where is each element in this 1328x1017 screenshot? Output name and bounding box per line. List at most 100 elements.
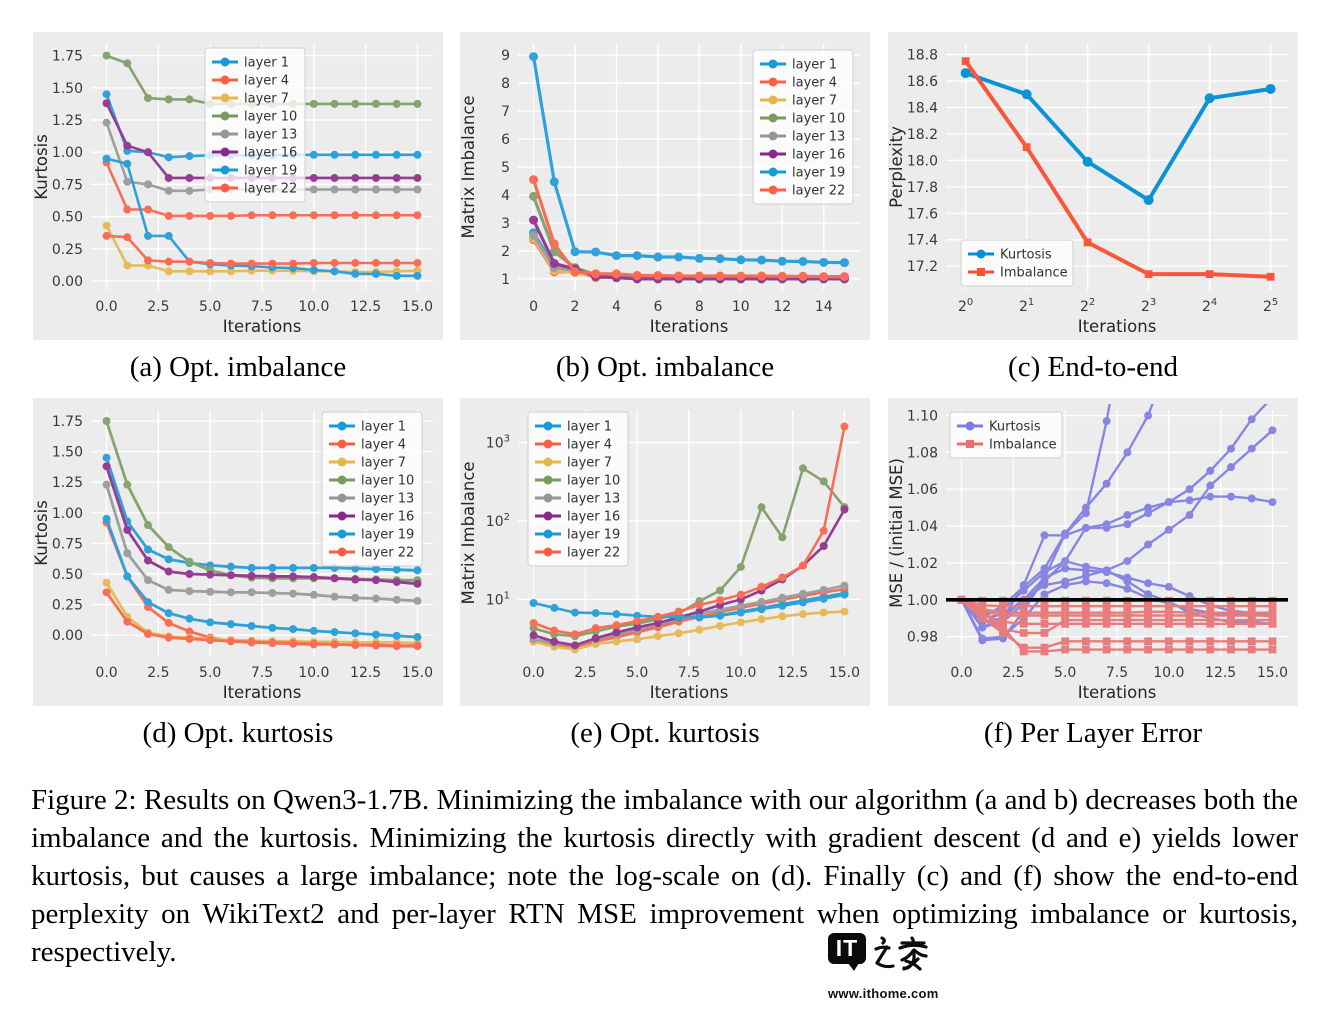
chart-panel-a: 0.0 2.5 5.0 7.5 10.0 12.5 15.0 0.00 0.25 0.50 0.75… <box>33 32 443 340</box>
svg-text:layer 4: layer 4 <box>244 74 289 89</box>
svg-text:layer 19: layer 19 <box>361 528 414 543</box>
svg-text:18.8: 18.8 <box>907 48 938 64</box>
svg-text:1.02: 1.02 <box>907 556 938 572</box>
svg-text:2.5: 2.5 <box>1002 665 1024 681</box>
svg-text:10.0: 10.0 <box>1153 665 1184 681</box>
svg-text:18.6: 18.6 <box>907 74 938 90</box>
subcaption-f: (f) Per Layer Error <box>983 717 1203 749</box>
chart-panel-d: 0.0 2.5 5.0 7.5 10.0 12.5 15.0 0.00 0.25 0.50 0.75… <box>33 398 443 706</box>
svg-text:1.06: 1.06 <box>907 482 938 498</box>
subcaption-a: (a) Opt. imbalance <box>129 351 347 383</box>
ithome-logo-square: IT <box>828 933 866 971</box>
svg-text:15.0: 15.0 <box>829 665 860 681</box>
svg-text:8: 8 <box>695 299 704 315</box>
svg-text:101: 101 <box>486 590 510 608</box>
svg-text:Iterations: Iterations <box>650 317 729 336</box>
svg-text:layer 10: layer 10 <box>361 474 414 489</box>
svg-text:layer 7: layer 7 <box>244 92 289 107</box>
svg-text:1.75: 1.75 <box>52 49 83 65</box>
chart-a-opt-imbalance-kurtosis: 0.0 2.5 5.0 7.5 10.0 12.5 15.0 0.00 0.25 0.50 0.75… <box>33 32 443 340</box>
svg-text:17.6: 17.6 <box>907 206 938 222</box>
svg-text:layer 1: layer 1 <box>244 56 289 71</box>
svg-text:7.5: 7.5 <box>251 665 273 681</box>
svg-text:5.0: 5.0 <box>199 665 221 681</box>
svg-text:layer 16: layer 16 <box>792 148 845 163</box>
figure-caption: Figure 2: Results on Qwen3-1.7B. Minimiz… <box>31 784 1298 968</box>
svg-text:2: 2 <box>571 299 580 315</box>
svg-text:layer 22: layer 22 <box>567 546 620 561</box>
svg-text:103: 103 <box>486 434 510 452</box>
chart-panel-e: 0.0 2.5 5.0 7.5 10.0 12.5 15.0 101 102 103 Iterati… <box>460 398 870 706</box>
svg-text:18.0: 18.0 <box>907 153 938 169</box>
svg-text:12.5: 12.5 <box>350 665 381 681</box>
svg-text:1.25: 1.25 <box>52 113 83 129</box>
chart-d-opt-kurtosis-kurtosis: 0.0 2.5 5.0 7.5 10.0 12.5 15.0 0.00 0.25 0.50 0.75… <box>33 398 443 706</box>
svg-text:7.5: 7.5 <box>1106 665 1128 681</box>
svg-text:20: 20 <box>958 297 973 315</box>
svg-text:102: 102 <box>486 512 510 530</box>
svg-text:0: 0 <box>529 299 538 315</box>
ithome-logo-text: IT <box>835 935 859 961</box>
svg-text:Iterations: Iterations <box>1078 317 1157 336</box>
svg-text:5.0: 5.0 <box>199 299 221 315</box>
svg-text:layer 4: layer 4 <box>792 76 837 91</box>
svg-text:Imbalance: Imbalance <box>1000 266 1068 281</box>
svg-text:layer 22: layer 22 <box>244 182 297 197</box>
svg-text:15.0: 15.0 <box>402 665 433 681</box>
svg-text:0.00: 0.00 <box>52 628 83 644</box>
chart-c-end-to-end-perplexity: 20 21 22 23 24 25 17.2 17.4 17.6 17.8 18.0 18.2 18.4… <box>888 32 1298 340</box>
svg-text:6: 6 <box>501 132 510 148</box>
svg-text:layer 10: layer 10 <box>567 474 620 489</box>
svg-text:21: 21 <box>1019 297 1034 315</box>
chart-panel-b: 0 2 4 6 8 10 12 14 1 2 3 4 5 6 7 8 9 Iterations Matrix Imb… <box>460 32 870 340</box>
svg-text:25: 25 <box>1263 297 1278 315</box>
svg-text:12.5: 12.5 <box>1205 665 1236 681</box>
subcaption-e: (e) Opt. kurtosis <box>570 717 760 749</box>
ithome-cjk-glyphs <box>874 936 928 971</box>
svg-text:0.0: 0.0 <box>522 665 544 681</box>
svg-text:0.75: 0.75 <box>52 536 83 552</box>
svg-text:layer 13: layer 13 <box>244 128 297 143</box>
svg-text:layer 16: layer 16 <box>244 146 297 161</box>
svg-text:17.2: 17.2 <box>907 259 938 275</box>
svg-text:layer 7: layer 7 <box>567 456 612 471</box>
svg-text:1.00: 1.00 <box>907 593 938 609</box>
svg-text:5: 5 <box>501 160 510 176</box>
svg-text:layer 10: layer 10 <box>792 112 845 127</box>
svg-text:1.50: 1.50 <box>52 81 83 97</box>
svg-text:layer 4: layer 4 <box>361 438 406 453</box>
svg-text:layer 19: layer 19 <box>567 528 620 543</box>
svg-text:2.5: 2.5 <box>147 299 169 315</box>
svg-text:Matrix Imbalance: Matrix Imbalance <box>460 95 478 238</box>
svg-text:layer 13: layer 13 <box>567 492 620 507</box>
svg-text:1.75: 1.75 <box>52 414 83 430</box>
svg-text:10.0: 10.0 <box>298 665 329 681</box>
svg-text:15.0: 15.0 <box>402 299 433 315</box>
svg-text:7: 7 <box>501 104 510 120</box>
svg-text:24: 24 <box>1202 297 1217 315</box>
chart-panel-c: 20 21 22 23 24 25 17.2 17.4 17.6 17.8 18.0 18.2 18.4… <box>888 32 1298 340</box>
svg-text:layer 4: layer 4 <box>567 438 612 453</box>
svg-text:layer 16: layer 16 <box>567 510 620 525</box>
svg-text:10.0: 10.0 <box>298 299 329 315</box>
svg-text:1.04: 1.04 <box>907 519 938 535</box>
svg-text:3: 3 <box>501 216 510 232</box>
svg-text:Iterations: Iterations <box>223 683 302 702</box>
svg-text:7.5: 7.5 <box>251 299 273 315</box>
svg-text:15.0: 15.0 <box>1257 665 1288 681</box>
subcaption-d: (d) Opt. kurtosis <box>142 717 334 749</box>
svg-text:17.8: 17.8 <box>907 180 938 196</box>
svg-text:1: 1 <box>501 272 510 288</box>
svg-text:8: 8 <box>501 76 510 92</box>
svg-text:0.0: 0.0 <box>950 665 972 681</box>
svg-text:Iterations: Iterations <box>1078 683 1157 702</box>
svg-text:0.25: 0.25 <box>52 242 83 258</box>
svg-text:0.0: 0.0 <box>95 299 117 315</box>
svg-text:Iterations: Iterations <box>650 683 729 702</box>
svg-text:1.25: 1.25 <box>52 475 83 491</box>
svg-text:layer 13: layer 13 <box>361 492 414 507</box>
svg-text:10.0: 10.0 <box>725 665 756 681</box>
svg-text:5.0: 5.0 <box>1054 665 1076 681</box>
svg-text:12: 12 <box>773 299 791 315</box>
